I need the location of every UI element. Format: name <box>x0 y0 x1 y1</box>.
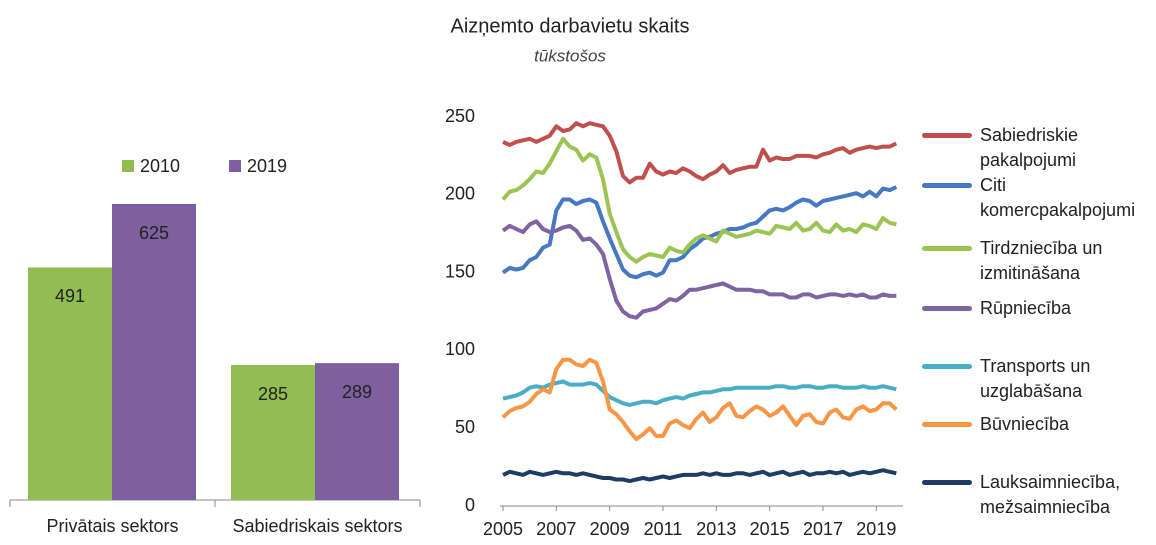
y-tick-label: 50 <box>455 417 475 437</box>
legend-swatch <box>922 133 972 138</box>
x-tick-label: 2019 <box>856 519 896 539</box>
x-tick-label: Privātais sektors <box>46 516 178 536</box>
legend-item: Rūpniecība <box>922 296 1152 321</box>
legend-item: Transports un uzglabāšana <box>922 354 1152 404</box>
legend-label: 2010 <box>140 156 180 176</box>
bar <box>28 267 112 500</box>
legend-label: Lauksaimniecība, mežsaimniecība <box>980 472 1121 517</box>
bar <box>231 365 315 500</box>
legend-swatch <box>922 364 972 369</box>
legend-label: Rūpniecība <box>980 298 1072 318</box>
series-line <box>501 185 898 280</box>
value-label: 491 <box>55 286 85 306</box>
chart-subtitle: tūkstošos <box>534 46 606 65</box>
x-tick-label: 2015 <box>750 519 790 539</box>
legend-item: Lauksaimniecība, mežsaimniecība <box>922 470 1152 520</box>
x-tick-label: 2017 <box>803 519 843 539</box>
legend-label: Transports un uzglabāšana <box>980 356 1091 401</box>
legend-item: Citi komercpakalpojumi <box>922 173 1152 223</box>
x-tick-label: 2007 <box>536 519 576 539</box>
bar <box>112 204 196 500</box>
series-line <box>502 121 898 185</box>
legend-swatch <box>922 183 972 188</box>
series-line <box>502 379 897 407</box>
x-tick-label: Sabiedriskais sektors <box>232 516 402 536</box>
legend-item: Tirdzniecība un izmitināšana <box>922 236 1152 286</box>
chart-title: Aizņemto darbavietu skaits <box>450 15 689 37</box>
legend-label: Tirdzniecība un izmitināšana <box>980 238 1103 283</box>
legend-item: Sabiedriskie pakalpojumi <box>922 123 1152 173</box>
x-tick-label: 2005 <box>483 519 523 539</box>
series-line <box>501 219 897 320</box>
x-tick-label: 2011 <box>644 519 683 539</box>
legend-swatch <box>922 246 972 251</box>
y-tick-label: 200 <box>445 184 475 204</box>
legend-label: Sabiedriskie pakalpojumi <box>980 125 1079 170</box>
legend-label: Citi komercpakalpojumi <box>980 175 1136 220</box>
legend-swatch <box>229 160 241 172</box>
value-label: 625 <box>139 223 169 243</box>
series-line <box>501 136 897 264</box>
x-tick-label: 2013 <box>696 519 736 539</box>
legend-label: Būvniecība <box>980 414 1070 434</box>
value-label: 289 <box>342 382 372 402</box>
value-label: 285 <box>258 384 288 404</box>
legend-swatch <box>922 306 972 311</box>
legend-item: Būvniecība <box>922 412 1152 437</box>
y-tick-label: 250 <box>445 106 475 126</box>
series-line <box>501 357 898 442</box>
legend-swatch <box>122 160 134 172</box>
bar <box>315 363 399 500</box>
y-tick-label: 150 <box>445 261 475 281</box>
x-tick-label: 2009 <box>590 519 630 539</box>
legend-swatch <box>922 422 972 427</box>
y-tick-label: 100 <box>445 339 475 359</box>
legend-swatch <box>922 480 972 485</box>
series-line <box>502 468 897 484</box>
y-tick-label: 0 <box>465 495 475 515</box>
legend-label: 2019 <box>247 156 287 176</box>
